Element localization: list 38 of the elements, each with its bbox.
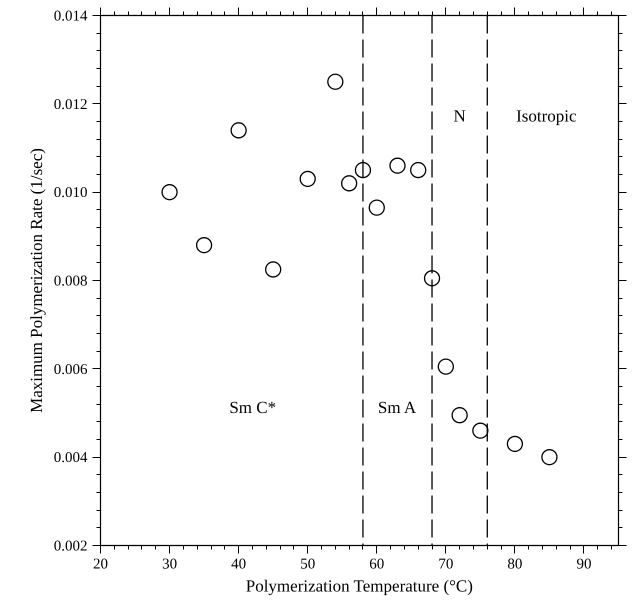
- point: [327, 74, 344, 90]
- y-axis-title: Maximum Polymerization Rate (1/sec): [26, 148, 46, 413]
- x-tick-label: 70: [438, 556, 454, 572]
- point: [389, 158, 406, 174]
- y-tick-label: 0.008: [54, 274, 88, 290]
- y-tick-label: 0.014: [54, 8, 88, 24]
- point: [472, 422, 489, 439]
- annotation: Sm C*: [229, 398, 276, 418]
- y-tick-label: 0.004: [54, 450, 88, 466]
- point: [541, 449, 558, 466]
- y-tick-label: 0.006: [54, 362, 88, 378]
- point: [230, 122, 247, 138]
- point: [161, 184, 178, 200]
- x-tick-label: 30: [162, 556, 178, 572]
- y-tick-label: 0.010: [54, 185, 88, 202]
- point: [196, 237, 212, 254]
- point: [354, 162, 372, 178]
- x-tick-label: 40: [231, 556, 246, 572]
- y-tick-label: 0.002: [54, 538, 88, 554]
- point: [410, 162, 426, 178]
- y-tick-label: 0.012: [54, 96, 88, 113]
- point: [506, 436, 524, 452]
- point: [368, 199, 385, 216]
- x-tick-label: 60: [369, 556, 384, 572]
- x-tick-label: 80: [507, 556, 522, 572]
- x-tick-label: 90: [576, 556, 592, 572]
- point: [451, 407, 468, 424]
- point: [424, 270, 440, 286]
- point: [438, 358, 454, 375]
- annotation: N: [454, 106, 466, 126]
- annotation: Sm A: [378, 398, 417, 418]
- x-tick-label: 20: [93, 556, 108, 572]
- x-tick-label: 50: [300, 556, 316, 572]
- point: [340, 175, 358, 192]
- point: [265, 261, 282, 278]
- x-axis-title: Polymerization Temperature (°C): [246, 576, 473, 596]
- annotation: Isotropic: [516, 106, 577, 126]
- point: [300, 170, 316, 188]
